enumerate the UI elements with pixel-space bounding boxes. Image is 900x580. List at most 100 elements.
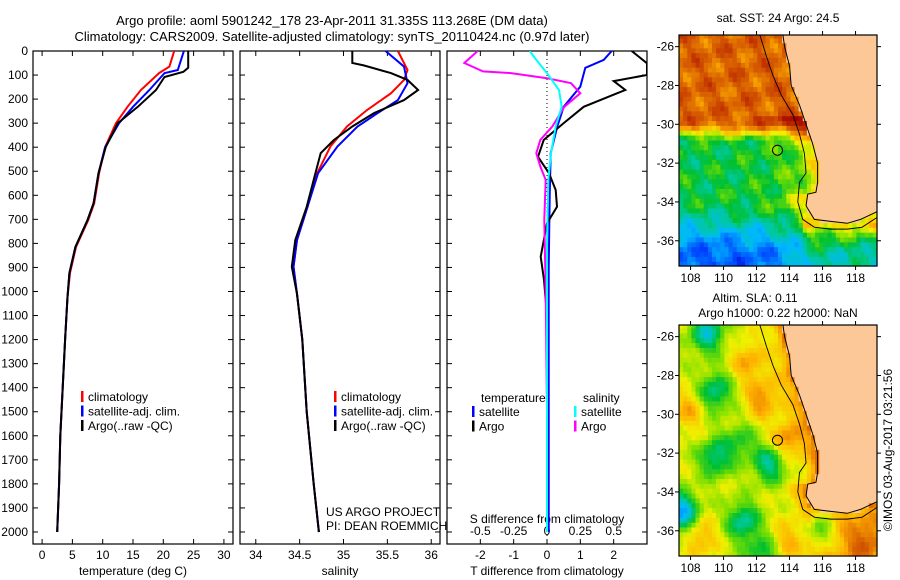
map-field: [679, 325, 878, 557]
coastline: [782, 325, 877, 514]
map-frame: [678, 324, 878, 557]
map-title: Altim. SLA: 0.11: [712, 291, 797, 305]
difference-profile: -2 -1 0 1 2 T difference from climatology -0.5…: [446, 50, 648, 578]
y-tick-label: 1800: [1, 477, 28, 491]
legend-swatch: [81, 420, 84, 431]
x-tick-label: 35.5: [376, 548, 400, 562]
map-lon-label: 114: [780, 271, 799, 285]
y-tick-label: 2000: [1, 525, 28, 539]
map-lon-label: 116: [813, 561, 832, 575]
x-tick-label: -2: [475, 548, 486, 562]
x-tick-label: 34: [249, 548, 263, 562]
map-lat-label: -36: [657, 234, 675, 248]
legend-swatch: [334, 420, 337, 431]
map-frame: [678, 34, 878, 267]
legend-swatch: [472, 406, 475, 417]
legend-label: satellite: [479, 405, 520, 419]
map-lon-label: 108: [681, 271, 701, 285]
y-tick-label: 1900: [1, 501, 28, 515]
x-tick-label: 25: [187, 548, 201, 562]
legend-title: salinity: [583, 391, 620, 405]
map-lat-label: -32: [657, 446, 675, 460]
map-lon-label: 114: [780, 561, 799, 575]
legend-swatch: [472, 420, 475, 432]
y-tick-label: 500: [8, 164, 28, 178]
map-lon-label: 118: [846, 271, 865, 285]
x-axis-label: temperature (deg C): [79, 564, 187, 578]
credit-text: ©IMOS 03-Aug-2017 03:21:56: [881, 369, 895, 532]
s-tick-label: 0.25: [569, 524, 593, 538]
y-tick-label: 1100: [2, 309, 28, 323]
map-lon-label: 112: [747, 561, 766, 575]
legend-label: climatology: [341, 390, 401, 404]
legend-label: Argo: [479, 420, 505, 434]
project-annotation: PI: DEAN ROEMMICH: [326, 519, 447, 533]
x-tick-label: 20: [157, 548, 171, 562]
y-tick-label: 100: [8, 68, 28, 82]
isobath-line: [759, 325, 877, 520]
x-tick-label: -1: [508, 548, 519, 562]
legend-label: satellite-adj. clim.: [341, 405, 433, 419]
series-line-s-satellite: [528, 51, 563, 532]
map-lon-label: 116: [813, 271, 832, 285]
y-tick-label: 900: [8, 260, 28, 274]
map-title: Argo h1000: 0.22 h2000: NaN: [698, 306, 857, 320]
y-tick-label: 1600: [1, 429, 28, 443]
map-lat-label: -34: [657, 485, 675, 499]
y-tick-label: 400: [8, 140, 28, 154]
series-line-argo-raw-qc-: [56, 51, 190, 533]
project-annotation: US ARGO PROJECT: [326, 505, 441, 519]
map-lat-label: -30: [657, 117, 675, 131]
profile-panels: 0100200300400500600700800900100011001200…: [1, 44, 648, 578]
map-lat-label: -28: [657, 368, 675, 382]
x-tick-label: 2: [610, 548, 617, 562]
legend-label: Argo(..raw -QC): [341, 419, 426, 433]
series-line-s-argo: [462, 51, 582, 532]
legend-swatch: [574, 420, 577, 432]
map-panels: sat. SST: 24 Argo: 24.5 108 110 112 114 116 11…: [657, 11, 881, 575]
y-tick-label: 1200: [1, 333, 28, 347]
map-lon-label: 108: [681, 561, 701, 575]
legend-title: temperature: [481, 391, 546, 405]
y-tick-label: 1500: [1, 405, 28, 419]
map-field: [679, 35, 878, 267]
series-line-argo-raw-qc-: [290, 51, 420, 533]
plot-frame: [239, 50, 441, 545]
map-lat-label: -30: [657, 407, 675, 421]
x-tick-label: 0: [544, 548, 551, 562]
y-tick-label: 800: [8, 236, 28, 250]
s-tick-label: -0.25: [500, 524, 528, 538]
x-tick-label: 30: [217, 548, 231, 562]
legend-label: Argo(..raw -QC): [88, 419, 173, 433]
plot-frame: [32, 50, 234, 545]
legend-swatch: [574, 406, 577, 417]
legend-swatch: [334, 405, 337, 417]
y-tick-label: 0: [21, 44, 28, 58]
x-axis-label: T difference from climatology: [470, 564, 624, 578]
legend-swatch: [81, 391, 84, 402]
legend-label: climatology: [88, 390, 148, 404]
map-lon-label: 110: [714, 271, 733, 285]
y-tick-label: 1300: [1, 357, 28, 371]
map-lat-label: -26: [657, 40, 675, 54]
x-tick-label: 5: [69, 548, 76, 562]
x-axis-label: salinity: [322, 564, 359, 578]
figure-title-line1: Argo profile: aoml 5901242_178 23-Apr-20…: [116, 13, 548, 28]
legend-label: satellite-adj. clim.: [88, 405, 180, 419]
figure-title-line2: Climatology: CARS2009. Satellite-adjuste…: [75, 29, 590, 44]
x-tick-label: 36: [425, 548, 439, 562]
sst-map: sat. SST: 24 Argo: 24.5 108 110 112 114 116 11…: [657, 11, 881, 285]
map-lat-label: -32: [657, 156, 675, 170]
y-tick-label: 1700: [1, 453, 28, 467]
y-tick-label: 1000: [1, 284, 28, 298]
y-tick-label: 1400: [1, 381, 28, 395]
map-lat-label: -36: [657, 524, 675, 538]
map-lat-label: -26: [657, 330, 675, 344]
map-lon-label: 112: [747, 271, 766, 285]
s-tick-label: 0.5: [605, 524, 622, 538]
map-lon-label: 110: [714, 561, 733, 575]
y-tick-label: 200: [8, 92, 28, 106]
x-tick-label: 10: [96, 548, 110, 562]
isobath-line: [759, 35, 877, 230]
map-lat-label: -28: [657, 78, 675, 92]
